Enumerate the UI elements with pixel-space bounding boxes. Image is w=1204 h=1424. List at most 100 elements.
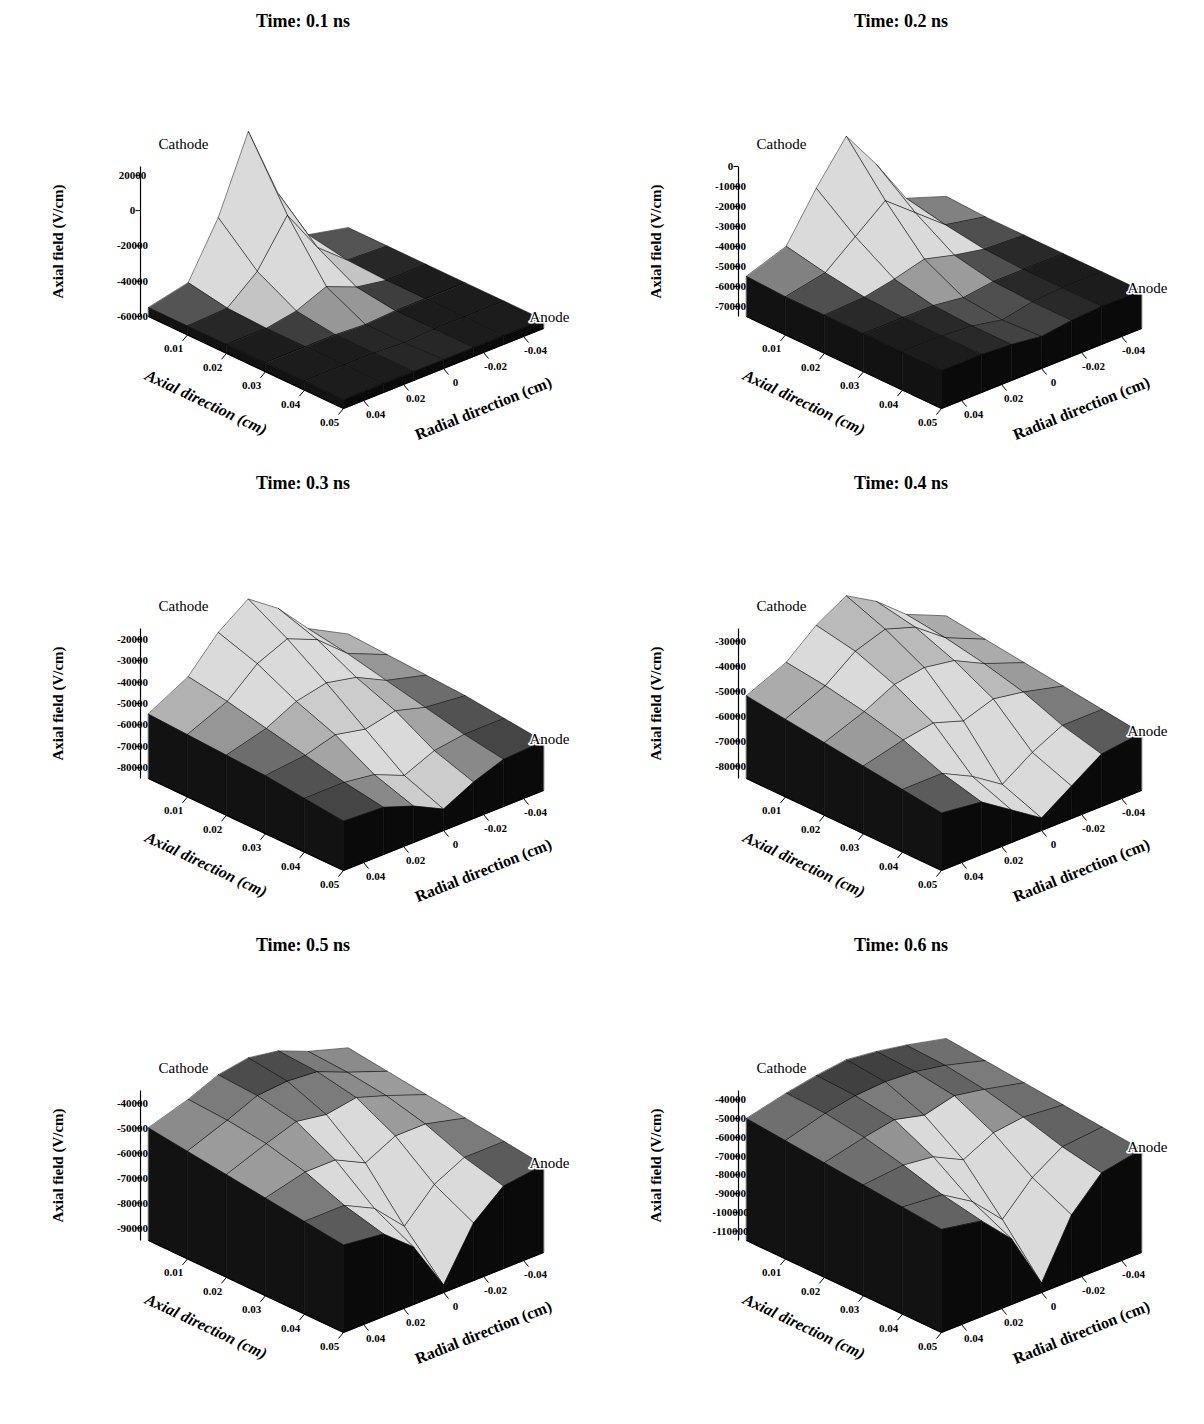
- svg-text:Axial direction (cm): Axial direction (cm): [141, 828, 269, 901]
- svg-text:-20000: -20000: [715, 200, 747, 212]
- svg-text:Cathode: Cathode: [757, 1060, 807, 1076]
- svg-text:0.05: 0.05: [320, 878, 340, 890]
- svg-text:-0.04: -0.04: [1122, 806, 1145, 818]
- svg-text:0.02: 0.02: [406, 1316, 426, 1328]
- svg-text:0: 0: [130, 204, 136, 216]
- svg-text:0.04: 0.04: [281, 398, 301, 410]
- svg-text:0.03: 0.03: [242, 841, 262, 853]
- svg-text:-30000: -30000: [715, 635, 747, 647]
- svg-text:Axial direction (cm): Axial direction (cm): [739, 828, 867, 901]
- svg-text:0.04: 0.04: [879, 398, 899, 410]
- svg-text:0.03: 0.03: [242, 379, 262, 391]
- svg-text:-80000: -80000: [117, 761, 149, 773]
- svg-text:0.04: 0.04: [964, 408, 984, 420]
- svg-text:0: 0: [453, 376, 459, 388]
- svg-text:0.02: 0.02: [801, 823, 821, 835]
- svg-text:0.02: 0.02: [203, 823, 223, 835]
- svg-text:0.04: 0.04: [366, 870, 386, 882]
- svg-text:-90000: -90000: [715, 1187, 747, 1199]
- svg-text:-40000: -40000: [117, 1097, 149, 1109]
- svg-text:Cathode: Cathode: [159, 1060, 209, 1076]
- svg-text:Radial direction (cm): Radial direction (cm): [1011, 1297, 1153, 1368]
- svg-text:0.01: 0.01: [164, 1266, 183, 1278]
- svg-text:0.03: 0.03: [840, 841, 860, 853]
- svg-text:-60000: -60000: [715, 710, 747, 722]
- svg-text:Radial direction (cm): Radial direction (cm): [1011, 835, 1153, 906]
- svg-text:Anode: Anode: [530, 1155, 570, 1171]
- svg-text:0.04: 0.04: [879, 860, 899, 872]
- svg-text:0: 0: [453, 838, 459, 850]
- svg-text:-110000: -110000: [712, 1225, 749, 1237]
- svg-text:Axial direction (cm): Axial direction (cm): [141, 366, 269, 439]
- svg-text:Cathode: Cathode: [159, 598, 209, 614]
- svg-text:0: 0: [1051, 838, 1057, 850]
- svg-text:-40000: -40000: [715, 660, 747, 672]
- svg-text:0.04: 0.04: [964, 1332, 984, 1344]
- svg-text:0: 0: [453, 1300, 459, 1312]
- svg-text:-50000: -50000: [715, 1112, 747, 1124]
- svg-text:0.02: 0.02: [1004, 1316, 1024, 1328]
- svg-text:Axial field (V/cm): Axial field (V/cm): [50, 1108, 67, 1222]
- svg-text:0.01: 0.01: [164, 342, 183, 354]
- svg-text:0: 0: [728, 160, 734, 172]
- svg-text:0.03: 0.03: [242, 1303, 262, 1315]
- svg-text:-70000: -70000: [117, 740, 149, 752]
- svg-text:0.02: 0.02: [406, 392, 426, 404]
- svg-text:-60000: -60000: [117, 310, 149, 322]
- svg-text:0.04: 0.04: [964, 870, 984, 882]
- svg-text:-80000: -80000: [715, 760, 747, 772]
- svg-text:0.05: 0.05: [918, 416, 938, 428]
- svg-text:-40000: -40000: [715, 240, 747, 252]
- svg-text:0.04: 0.04: [281, 860, 301, 872]
- svg-text:0.05: 0.05: [320, 1340, 340, 1352]
- svg-text:0: 0: [1051, 1300, 1057, 1312]
- svg-text:Anode: Anode: [530, 309, 570, 325]
- svg-text:-0.02: -0.02: [484, 1284, 507, 1296]
- svg-text:Axial field (V/cm): Axial field (V/cm): [648, 646, 665, 760]
- svg-text:-30000: -30000: [117, 654, 149, 666]
- svg-text:0.02: 0.02: [1004, 392, 1024, 404]
- svg-text:0.05: 0.05: [918, 1340, 938, 1352]
- svg-text:0.03: 0.03: [840, 379, 860, 391]
- svg-text:-50000: -50000: [715, 260, 747, 272]
- svg-text:-0.02: -0.02: [484, 360, 507, 372]
- svg-text:20000: 20000: [119, 169, 147, 181]
- svg-text:Radial direction (cm): Radial direction (cm): [413, 1297, 555, 1368]
- svg-text:-60000: -60000: [117, 1147, 149, 1159]
- svg-text:-70000: -70000: [715, 1150, 747, 1162]
- svg-text:0.02: 0.02: [801, 361, 821, 373]
- svg-text:0.01: 0.01: [762, 1266, 781, 1278]
- svg-text:-40000: -40000: [117, 676, 149, 688]
- svg-text:-0.04: -0.04: [524, 344, 547, 356]
- svg-text:-40000: -40000: [117, 275, 149, 287]
- svg-text:Cathode: Cathode: [159, 136, 209, 152]
- svg-text:0.02: 0.02: [801, 1285, 821, 1297]
- svg-text:-0.02: -0.02: [1082, 1284, 1105, 1296]
- svg-text:Radial direction (cm): Radial direction (cm): [413, 835, 555, 906]
- svg-text:Axial field (V/cm): Axial field (V/cm): [50, 646, 67, 760]
- svg-text:-0.04: -0.04: [1122, 1268, 1145, 1280]
- svg-text:-40000: -40000: [715, 1093, 747, 1105]
- svg-text:Radial direction (cm): Radial direction (cm): [1011, 373, 1153, 444]
- svg-text:-20000: -20000: [117, 633, 149, 645]
- svg-text:Axial field (V/cm): Axial field (V/cm): [648, 1108, 665, 1222]
- svg-text:0.04: 0.04: [879, 1322, 899, 1334]
- svg-text:Radial direction (cm): Radial direction (cm): [413, 373, 555, 444]
- svg-text:Cathode: Cathode: [757, 598, 807, 614]
- svg-text:-50000: -50000: [117, 1122, 149, 1134]
- svg-text:Anode: Anode: [1128, 280, 1168, 296]
- svg-text:-0.04: -0.04: [524, 1268, 547, 1280]
- svg-text:-0.04: -0.04: [1122, 344, 1145, 356]
- svg-text:-50000: -50000: [117, 697, 149, 709]
- svg-text:Anode: Anode: [530, 731, 570, 747]
- svg-text:0.04: 0.04: [366, 1332, 386, 1344]
- svg-text:0.03: 0.03: [840, 1303, 860, 1315]
- svg-text:0.02: 0.02: [203, 361, 223, 373]
- svg-text:-20000: -20000: [117, 239, 149, 251]
- svg-text:-60000: -60000: [715, 280, 747, 292]
- svg-text:0.02: 0.02: [203, 1285, 223, 1297]
- svg-text:0.04: 0.04: [366, 408, 386, 420]
- svg-text:Anode: Anode: [1128, 1139, 1168, 1155]
- svg-text:-0.02: -0.02: [484, 822, 507, 834]
- svg-text:Axial direction (cm): Axial direction (cm): [141, 1290, 269, 1363]
